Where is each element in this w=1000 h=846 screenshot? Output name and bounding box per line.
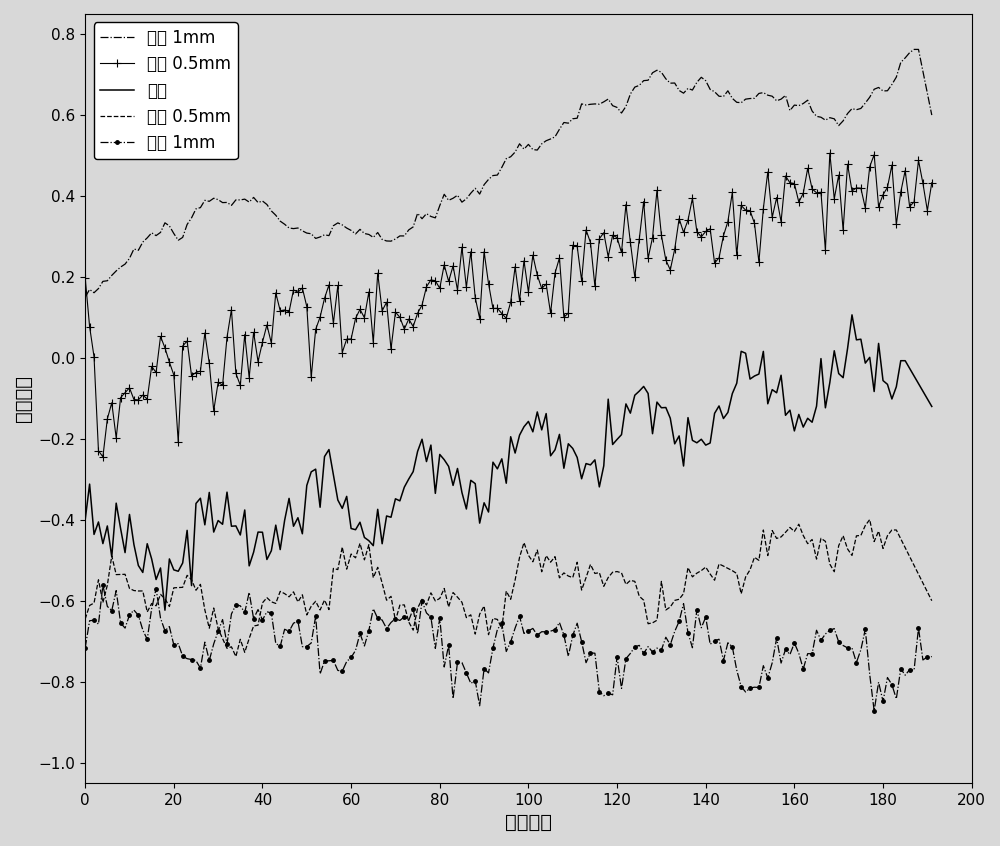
对中 <box>79 515 91 525</box>
右偏 1mm <box>420 209 432 219</box>
右偏 0.5mm <box>425 275 437 285</box>
左偏 1mm <box>926 651 938 662</box>
Y-axis label: 相关系数: 相关系数 <box>14 375 33 422</box>
左偏 0.5mm <box>434 593 446 603</box>
右偏 0.5mm <box>97 452 109 462</box>
左偏 1mm <box>79 643 91 653</box>
左偏 1mm <box>97 580 109 591</box>
右偏 0.5mm <box>567 240 579 250</box>
左偏 0.5mm <box>864 514 876 525</box>
左偏 1mm <box>425 613 437 623</box>
左偏 0.5mm <box>181 570 193 580</box>
右偏 0.5mm <box>926 178 938 188</box>
Line: 对中: 对中 <box>85 315 932 610</box>
右偏 0.5mm <box>509 261 521 272</box>
左偏 0.5mm <box>79 614 91 624</box>
右偏 1mm <box>181 219 193 229</box>
对中 <box>434 449 446 459</box>
左偏 0.5mm <box>230 651 242 662</box>
右偏 1mm <box>429 213 441 223</box>
左偏 1mm <box>868 706 880 716</box>
右偏 0.5mm <box>186 371 198 381</box>
左偏 0.5mm <box>926 596 938 606</box>
Legend: 右偏 1mm, 右偏 0.5mm, 对中, 左偏 0.5mm, 左偏 1mm: 右偏 1mm, 右偏 0.5mm, 对中, 左偏 0.5mm, 左偏 1mm <box>94 22 238 159</box>
对中 <box>846 310 858 320</box>
左偏 1mm <box>434 613 446 623</box>
对中 <box>425 440 437 450</box>
右偏 0.5mm <box>824 148 836 158</box>
对中 <box>926 401 938 411</box>
右偏 0.5mm <box>434 283 446 294</box>
左偏 1mm <box>567 630 579 640</box>
左偏 0.5mm <box>616 568 628 578</box>
X-axis label: 周期序列: 周期序列 <box>505 813 552 832</box>
左偏 1mm <box>186 655 198 665</box>
对中 <box>616 430 628 440</box>
对中 <box>186 580 198 591</box>
右偏 1mm <box>79 292 91 302</box>
左偏 0.5mm <box>425 588 437 598</box>
对中 <box>159 605 171 615</box>
右偏 0.5mm <box>79 272 91 283</box>
对中 <box>567 443 579 453</box>
Line: 左偏 0.5mm: 左偏 0.5mm <box>85 519 932 656</box>
Line: 右偏 0.5mm: 右偏 0.5mm <box>81 149 936 461</box>
Line: 右偏 1mm: 右偏 1mm <box>85 49 932 297</box>
左偏 0.5mm <box>509 575 521 585</box>
右偏 1mm <box>505 151 517 162</box>
Line: 左偏 1mm: 左偏 1mm <box>82 582 935 714</box>
右偏 0.5mm <box>616 247 628 257</box>
右偏 1mm <box>562 118 574 129</box>
左偏 0.5mm <box>567 573 579 583</box>
对中 <box>509 448 521 459</box>
右偏 1mm <box>908 44 920 54</box>
右偏 1mm <box>611 102 623 113</box>
左偏 1mm <box>616 684 628 694</box>
左偏 1mm <box>509 623 521 633</box>
右偏 1mm <box>926 110 938 120</box>
